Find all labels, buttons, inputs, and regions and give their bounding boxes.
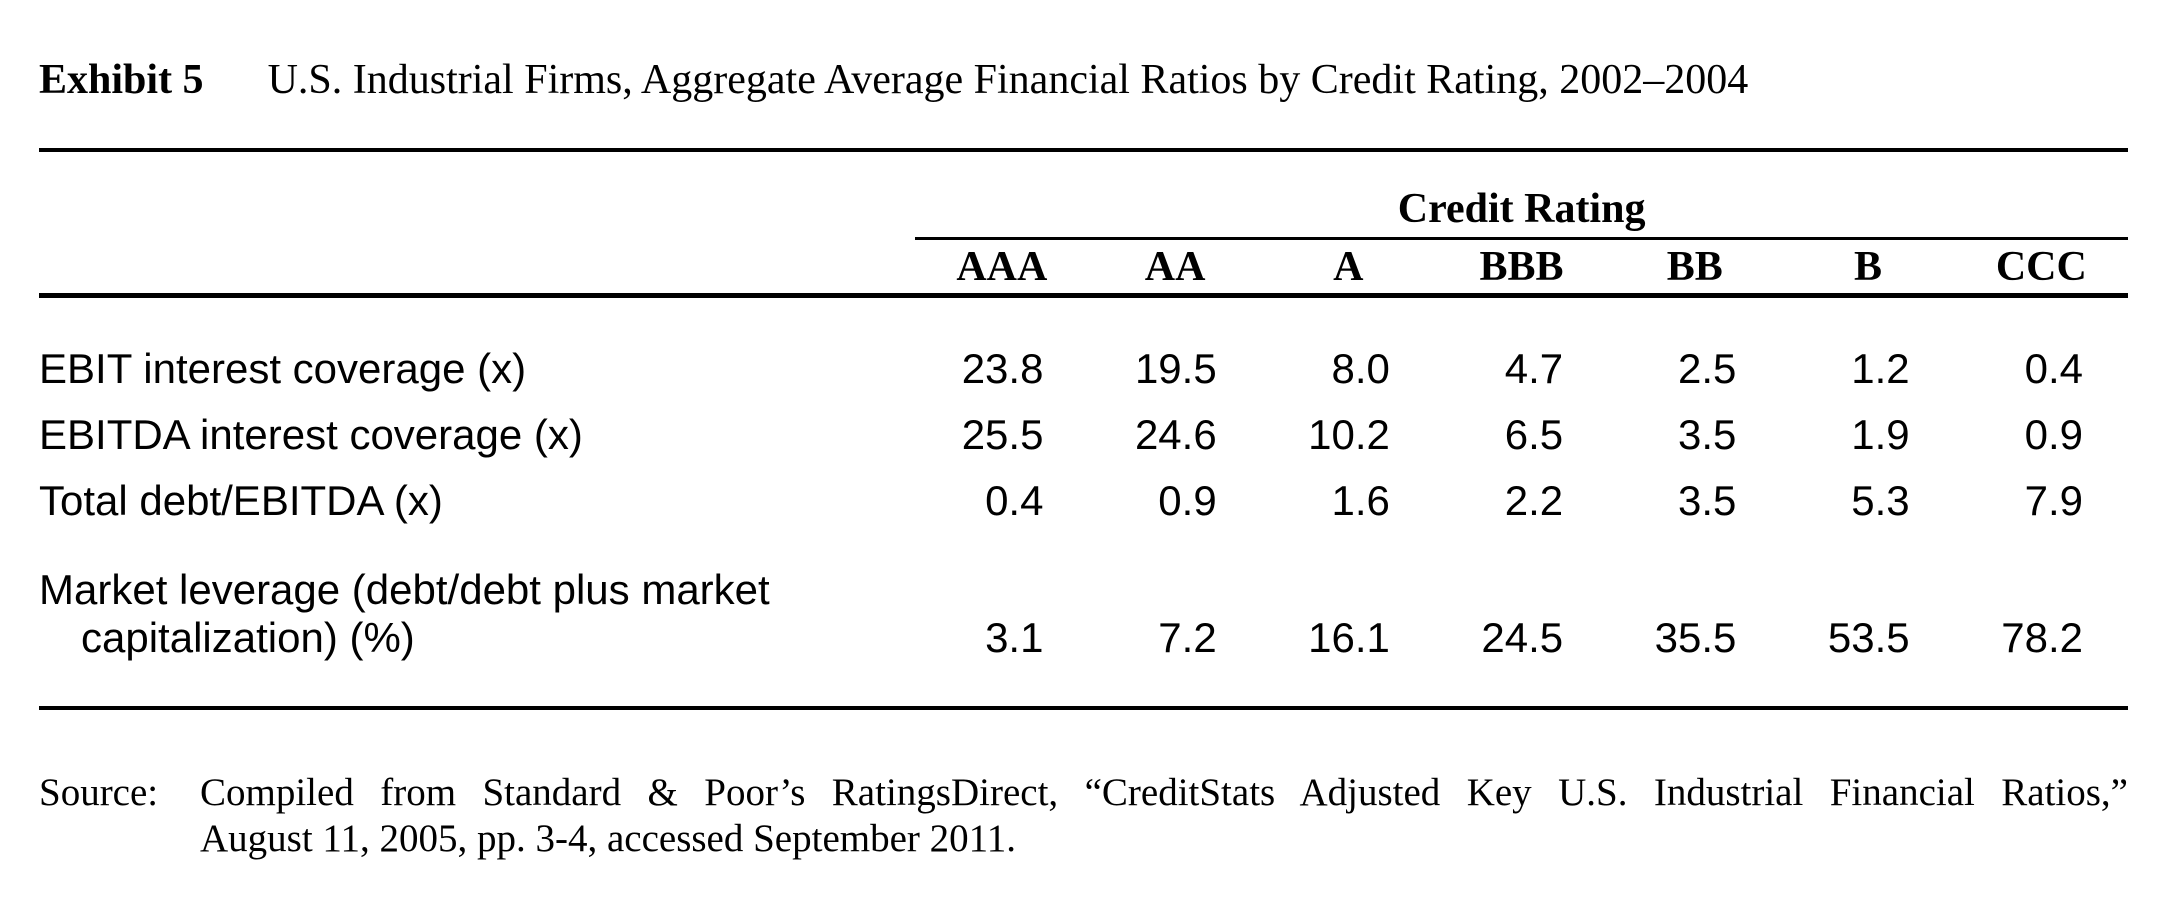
row-label: Market leverage (debt/debt plus market c…: [39, 566, 770, 661]
cell-value: 1.6: [1331, 477, 1390, 524]
rating-header-row: AAA AA A BBB BB B CCC: [39, 238, 2128, 298]
column-header-a: A: [1261, 238, 1435, 298]
credit-rating-group-header: Credit Rating: [915, 152, 2128, 240]
row-label: EBITDA interest coverage (x): [39, 411, 583, 458]
cell-value: 8.0: [1331, 345, 1390, 392]
credit-rating-group-row: Credit Rating: [39, 152, 2128, 240]
source-label: Source:: [39, 771, 159, 814]
cell-value: 0.4: [985, 477, 1044, 524]
cell-value: 5.3: [1851, 477, 1910, 524]
source-line-2: August 11, 2005, pp. 3-4, accessed Septe…: [200, 817, 1016, 860]
source-text: Compiled from Standard & Poor’s RatingsD…: [200, 770, 2128, 862]
cell-value: 16.1: [1308, 614, 1390, 661]
cell-value: 1.2: [1851, 345, 1910, 392]
table-row-ebit-interest-coverage: EBIT interest coverage (x) 23.8 19.5 8.0…: [39, 336, 2128, 402]
cell-value: 10.2: [1308, 411, 1390, 458]
table-row-total-debt-ebitda: Total debt/EBITDA (x) 0.4 0.9 1.6 2.2 3.…: [39, 468, 2128, 534]
cell-value: 0.9: [2024, 411, 2083, 458]
stub-header: [39, 238, 916, 298]
spacer-row: [39, 296, 2128, 337]
row-label: EBIT interest coverage (x): [39, 345, 527, 392]
table-row-ebitda-interest-coverage: EBITDA interest coverage (x) 25.5 24.6 1…: [39, 402, 2128, 468]
column-header-aa: AA: [1088, 238, 1262, 298]
stub-header: [39, 152, 915, 239]
cell-value: 0.9: [1158, 477, 1217, 524]
cell-value: 19.5: [1134, 345, 1217, 392]
exhibit-label: Exhibit 5: [39, 57, 204, 103]
cell-value: 24.6: [1134, 411, 1217, 458]
cell-value: 25.5: [961, 411, 1044, 458]
column-header-ccc: CCC: [1954, 238, 2128, 298]
exhibit-title: Exhibit 5 U.S. Industrial Firms, Aggregat…: [39, 0, 2128, 106]
cell-value: 3.5: [1678, 477, 1737, 524]
column-header-aaa: AAA: [915, 238, 1089, 298]
financial-ratios-table: Credit Rating AAA AA A BBB BB B CCC EBIT…: [39, 152, 2128, 676]
cell-value: 35.5: [1654, 614, 1737, 661]
column-header-bbb: BBB: [1434, 238, 1609, 298]
bottom-rule: [39, 706, 2128, 710]
cell-value: 78.2: [2001, 614, 2083, 661]
source-note: Source: Compiled from Standard & Poor’s …: [39, 770, 2128, 862]
row-label: Total debt/EBITDA (x): [39, 477, 443, 524]
column-header-bb: BB: [1608, 238, 1782, 298]
cell-value: 0.4: [2024, 345, 2083, 392]
source-line-1: Compiled from Standard & Poor’s RatingsD…: [200, 771, 2128, 814]
cell-value: 2.2: [1504, 477, 1564, 524]
cell-value: 23.8: [961, 345, 1044, 392]
cell-value: 3.1: [985, 614, 1044, 661]
exhibit-name: U.S. Industrial Firms, Aggregate Average…: [267, 57, 1749, 103]
table-row-market-leverage: Market leverage (debt/debt plus market c…: [39, 534, 2128, 676]
cell-value: 2.5: [1678, 345, 1737, 392]
cell-value: 1.9: [1851, 411, 1910, 458]
cell-value: 24.5: [1481, 614, 1564, 661]
column-header-b: B: [1781, 238, 1955, 298]
cell-value: 4.7: [1504, 345, 1564, 392]
cell-value: 53.5: [1827, 614, 1910, 661]
top-rule: [39, 148, 2128, 152]
cell-value: 3.5: [1678, 411, 1737, 458]
cell-value: 7.9: [2024, 477, 2083, 524]
cell-value: 7.2: [1158, 614, 1217, 661]
cell-value: 6.5: [1504, 411, 1564, 458]
